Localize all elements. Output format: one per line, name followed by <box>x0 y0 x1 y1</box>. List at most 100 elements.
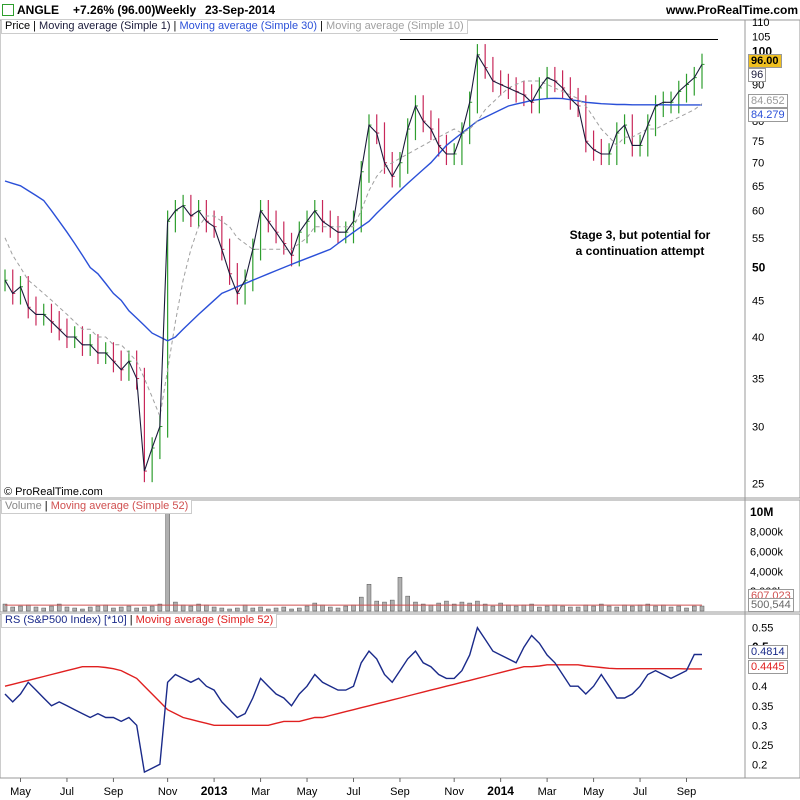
legend-ma1: Moving average (Simple 1) <box>39 20 171 32</box>
legend-price: Price | Moving average (Simple 1) | Movi… <box>1 19 468 34</box>
legend-ma30: Moving average (Simple 30) <box>179 20 318 32</box>
volume-bar <box>668 606 674 612</box>
rs-tick-label: 0.35 <box>752 701 773 713</box>
volume-bar <box>374 600 379 612</box>
volume-bar <box>358 596 364 612</box>
volume-bar <box>196 603 201 612</box>
volume-bar <box>537 606 542 612</box>
volume-bar <box>250 607 256 612</box>
x-tick-label: Jul <box>346 786 360 798</box>
volume-bar <box>467 602 472 612</box>
volume-bar <box>204 604 209 612</box>
panel-frame-2 <box>0 613 800 779</box>
volume-bar <box>281 606 287 612</box>
x-tick-label: Mar <box>251 786 270 798</box>
legend-ma10: Moving average (Simple 10) <box>326 20 464 32</box>
volume-bar <box>173 601 178 612</box>
price-tick-label: 60 <box>752 206 764 218</box>
legend-volume: Volume | Moving average (Simple 52) <box>1 499 193 514</box>
volume-bar <box>599 603 604 612</box>
ma1-tag: 96 <box>748 68 767 82</box>
volume-bar <box>583 604 589 612</box>
volume-bar <box>459 601 465 612</box>
volume-bar <box>258 606 263 612</box>
rs-ma-tag: 0.4445 <box>748 660 788 674</box>
ma1-line <box>4 53 703 472</box>
volume-bar <box>142 606 147 612</box>
x-tick-label: Sep <box>104 786 124 798</box>
volume-bar <box>413 601 418 612</box>
volume-bar <box>428 604 434 612</box>
annotation-line-2: a continuation attempt <box>575 244 705 258</box>
legend-volume-label: Volume <box>5 500 42 512</box>
volume-bar <box>420 603 426 612</box>
volume-bar <box>382 601 387 612</box>
price-tick-label: 50 <box>752 260 766 274</box>
ma10-tag: 84.652 <box>748 94 788 108</box>
price-tick-label: 55 <box>752 233 764 245</box>
volume-tick-label: 10M <box>750 505 773 519</box>
chart-header: ANGLE +7.26% (96.00) Weekly 23-Sep-2014 … <box>0 0 800 20</box>
volume-bar <box>188 605 194 612</box>
volume-bar <box>33 606 39 612</box>
rs-tick-label: 0.3 <box>752 720 767 732</box>
volume-bar <box>111 607 116 612</box>
volume-bar <box>637 604 643 612</box>
volume-bar <box>335 607 341 612</box>
volume-bar <box>614 606 620 612</box>
volume-bar <box>320 604 325 612</box>
rs-ma-line <box>4 664 702 726</box>
legend-vol-ma: Moving average (Simple 52) <box>50 500 189 512</box>
x-tick-label: Mar <box>538 786 557 798</box>
legend-price-label: Price <box>5 20 31 32</box>
volume-bar <box>506 604 511 612</box>
volume-bar <box>273 607 279 612</box>
volume-bar <box>25 604 31 612</box>
volume-bar <box>242 604 248 612</box>
volume-bar <box>297 607 302 612</box>
volume-bar <box>80 608 85 612</box>
rs-line <box>4 626 702 774</box>
price-tick-label: 75 <box>752 136 764 148</box>
volume-bar <box>552 604 558 612</box>
panel-frame-0 <box>0 19 800 499</box>
price-tick-label: 65 <box>752 181 764 193</box>
volume-bar <box>606 605 612 612</box>
volume-bar <box>653 605 658 612</box>
volume-bar <box>103 604 108 612</box>
volume-bar <box>118 606 124 612</box>
volume-bar <box>699 605 705 612</box>
x-tick-label: 2014 <box>487 784 514 798</box>
volume-bar <box>87 606 93 612</box>
price-tick-label: 90 <box>752 79 764 91</box>
x-tick-label: Sep <box>390 786 410 798</box>
rs-tick-label: 0.55 <box>752 623 773 635</box>
volume-bar <box>544 605 550 612</box>
volume-tick-label: 4,000k <box>750 566 784 578</box>
volume-bar <box>645 603 651 612</box>
volume-bar <box>575 606 581 612</box>
x-tick-label: May <box>583 786 604 798</box>
volume-bar <box>513 605 519 612</box>
legend-rs-ma: Moving average (Simple 52) <box>135 614 274 626</box>
x-tick-label: Jul <box>60 786 74 798</box>
volume-bar <box>475 600 480 612</box>
volume-bar <box>397 577 403 612</box>
volume-bar <box>692 605 697 612</box>
volume-tick-label: 6,000k <box>750 547 784 559</box>
ma30-tag: 84.279 <box>748 108 788 122</box>
volume-bar <box>444 600 449 612</box>
volume-bar <box>64 606 70 612</box>
volume-bar <box>405 595 410 612</box>
ma10-line <box>4 80 703 419</box>
price-tick-label: 25 <box>752 478 764 490</box>
volume-bar <box>211 606 217 612</box>
volume-bar <box>482 603 488 612</box>
change: +7.26% (96.00) <box>73 3 156 17</box>
volume-bar <box>630 605 635 612</box>
volume-bar <box>661 604 666 612</box>
volume-bar <box>366 583 372 612</box>
volume-bar <box>41 607 46 612</box>
volume-bar <box>304 605 310 612</box>
volume-bar <box>266 608 271 612</box>
